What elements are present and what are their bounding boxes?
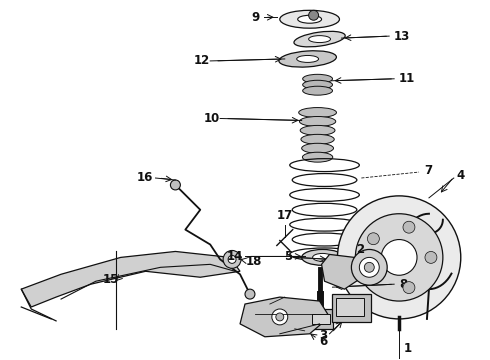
Ellipse shape bbox=[294, 31, 345, 47]
Text: 18: 18 bbox=[246, 255, 262, 268]
Text: 2: 2 bbox=[356, 243, 365, 256]
Ellipse shape bbox=[279, 51, 337, 67]
Text: 12: 12 bbox=[194, 54, 210, 67]
Bar bbox=[312, 314, 329, 324]
Polygon shape bbox=[321, 255, 359, 289]
Ellipse shape bbox=[303, 74, 333, 83]
Polygon shape bbox=[240, 297, 329, 337]
Circle shape bbox=[272, 309, 288, 325]
Text: 14: 14 bbox=[227, 250, 243, 263]
Text: 8: 8 bbox=[399, 278, 407, 291]
Text: 4: 4 bbox=[457, 168, 465, 181]
Text: 11: 11 bbox=[399, 72, 416, 85]
Ellipse shape bbox=[303, 86, 333, 95]
Text: 13: 13 bbox=[394, 30, 411, 42]
Ellipse shape bbox=[302, 152, 333, 162]
Text: 10: 10 bbox=[204, 112, 220, 125]
Circle shape bbox=[359, 257, 379, 277]
Ellipse shape bbox=[300, 125, 335, 135]
Bar bbox=[332, 294, 371, 322]
Ellipse shape bbox=[280, 10, 340, 28]
Polygon shape bbox=[21, 251, 240, 307]
Circle shape bbox=[171, 180, 180, 190]
Bar bbox=[337, 298, 365, 316]
Text: 1: 1 bbox=[404, 342, 412, 355]
Text: 6: 6 bbox=[319, 335, 328, 348]
Circle shape bbox=[223, 251, 241, 268]
Text: 3: 3 bbox=[319, 329, 327, 342]
Ellipse shape bbox=[301, 134, 334, 144]
Text: 9: 9 bbox=[252, 11, 260, 24]
Ellipse shape bbox=[303, 80, 333, 89]
Circle shape bbox=[245, 289, 255, 299]
Ellipse shape bbox=[313, 253, 333, 261]
Ellipse shape bbox=[302, 143, 334, 153]
Text: 17: 17 bbox=[277, 209, 293, 222]
Circle shape bbox=[228, 255, 236, 264]
Ellipse shape bbox=[309, 36, 331, 42]
Circle shape bbox=[368, 233, 379, 245]
Circle shape bbox=[403, 282, 415, 293]
Text: 7: 7 bbox=[424, 163, 432, 176]
Circle shape bbox=[368, 270, 379, 282]
Text: 16: 16 bbox=[137, 171, 153, 184]
Circle shape bbox=[425, 251, 437, 264]
Circle shape bbox=[381, 239, 417, 275]
Text: 5: 5 bbox=[285, 250, 293, 263]
Circle shape bbox=[276, 313, 284, 321]
Ellipse shape bbox=[299, 117, 336, 126]
Circle shape bbox=[309, 10, 318, 20]
Ellipse shape bbox=[298, 15, 321, 23]
Text: 15: 15 bbox=[102, 273, 119, 286]
Ellipse shape bbox=[302, 249, 343, 265]
Ellipse shape bbox=[299, 108, 337, 117]
Circle shape bbox=[365, 262, 374, 272]
Circle shape bbox=[403, 221, 415, 233]
Circle shape bbox=[351, 249, 387, 285]
Ellipse shape bbox=[297, 55, 318, 62]
Circle shape bbox=[355, 214, 443, 301]
Bar bbox=[308, 309, 333, 329]
Circle shape bbox=[338, 196, 461, 319]
